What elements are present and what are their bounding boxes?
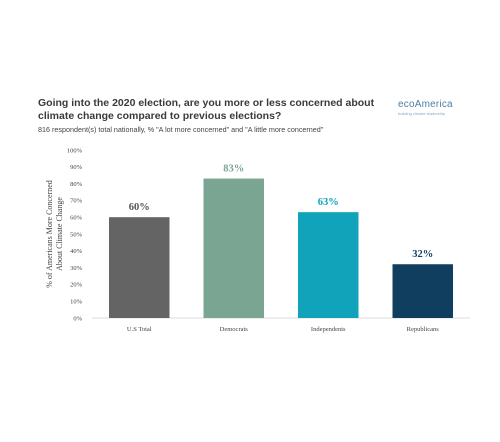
y-axis-label: % of Americans More ConcernedAbout Clima… <box>45 180 64 288</box>
y-tick-label: 60% <box>70 215 83 222</box>
data-label: 63% <box>318 197 339 208</box>
y-axis-label-line-2: About Climate Change <box>55 197 64 271</box>
category-label: Democrats <box>220 326 249 333</box>
category-labels: U.S Total Democrats Independents Republican… <box>127 326 439 333</box>
category-label: Independents <box>311 326 346 333</box>
y-tick-label: 80% <box>70 181 83 188</box>
y-tick-label: 0% <box>73 315 82 322</box>
chart-title: Going into the 2020 election, are you mo… <box>38 97 375 122</box>
bar-independents <box>298 212 359 318</box>
bar-u-s-total <box>109 217 170 318</box>
logo-tagline: building climate leadership <box>398 111 446 116</box>
data-label: 83% <box>223 164 244 175</box>
y-tick-label: 40% <box>70 248 83 255</box>
data-labels: 60% 83% 63% 32% <box>129 164 434 261</box>
y-tick-label: 100% <box>67 147 83 154</box>
y-axis-ticks: 0% 10% 20% 30% 40% 50% 60% 70% 80% 90% 100% <box>67 147 83 322</box>
y-tick-label: 90% <box>70 164 83 171</box>
data-label: 60% <box>129 202 150 213</box>
bars <box>109 178 453 318</box>
y-tick-label: 20% <box>70 282 83 289</box>
ecoamerica-logo: ecoAmerica building climate leadership <box>398 99 468 116</box>
y-tick-label: 30% <box>70 265 83 272</box>
bar-democrats <box>203 178 264 318</box>
y-tick-label: 70% <box>70 198 83 205</box>
data-label: 32% <box>412 249 433 260</box>
y-tick-label: 50% <box>70 231 83 238</box>
logo-name: ecoAmerica <box>398 99 453 110</box>
bar-republicans <box>392 264 453 318</box>
y-tick-label: 10% <box>70 299 83 306</box>
category-label: Republicans <box>407 326 440 333</box>
chart-subtitle: 816 respondent(s) total nationally, % "A… <box>38 125 324 134</box>
y-axis-label-line-1: % of Americans More Concerned <box>45 180 54 288</box>
y-axis-label-group: % of Americans More ConcernedAbout Clima… <box>45 180 64 288</box>
category-label: U.S Total <box>127 326 152 333</box>
